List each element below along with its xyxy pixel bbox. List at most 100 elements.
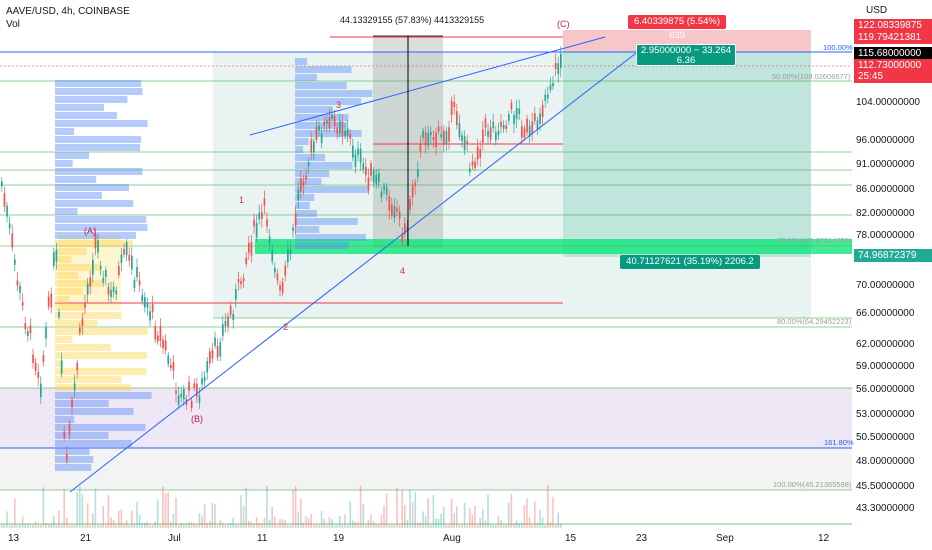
price-label: 104.00000000 xyxy=(856,97,920,108)
volume-bar xyxy=(318,524,320,528)
volume-profile-row xyxy=(55,352,148,359)
volume-bar xyxy=(315,523,318,528)
volume-profile-row xyxy=(55,248,87,255)
candle-body xyxy=(443,130,445,146)
volume-profile-row xyxy=(55,376,122,383)
candle-body xyxy=(102,277,105,283)
candle-body xyxy=(521,126,523,138)
candle-body xyxy=(552,82,554,87)
volume-bar xyxy=(76,492,78,528)
reward-box: 2.95000000 − 33.264 6.36 xyxy=(636,44,736,66)
volume-bar xyxy=(365,524,367,528)
candle-body xyxy=(320,133,323,144)
volume-bar xyxy=(557,512,559,528)
volume-bar xyxy=(352,520,354,528)
volume-bar xyxy=(417,522,419,528)
volume-bar xyxy=(185,524,188,528)
volume-bar xyxy=(560,523,562,528)
wave-B-label: (B) xyxy=(191,414,203,424)
volume-bar xyxy=(370,514,372,528)
candle-body xyxy=(435,132,437,148)
volume-bar xyxy=(138,515,141,528)
volume-profile-row xyxy=(55,304,85,311)
volume-profile-row xyxy=(295,138,309,145)
candle-body xyxy=(6,205,8,217)
volume-bar xyxy=(484,520,487,528)
candle-body xyxy=(388,195,391,211)
candle-body xyxy=(53,252,55,266)
candle-body xyxy=(315,127,318,140)
fib-161-label: 161.80% xyxy=(824,438,854,447)
candle-body xyxy=(11,233,14,248)
candle-body xyxy=(211,350,214,359)
volume-bar xyxy=(307,518,310,528)
candle-body xyxy=(445,131,448,145)
volume-bar xyxy=(437,518,440,528)
candle-body xyxy=(94,233,97,249)
volume-bar xyxy=(497,515,500,528)
volume-bar xyxy=(271,506,273,528)
candle-body xyxy=(146,302,149,308)
volume-bar xyxy=(193,523,195,528)
volume-bar xyxy=(333,524,336,528)
volume-bar xyxy=(492,524,494,528)
volume-bar xyxy=(183,524,185,528)
price-tag: 122.08339875 xyxy=(854,19,932,32)
volume-bar xyxy=(500,520,502,528)
candle-body xyxy=(263,198,266,206)
price-chart[interactable] xyxy=(0,0,852,528)
volume-bar xyxy=(341,524,344,528)
volume-bar xyxy=(6,511,8,528)
candle-body xyxy=(206,361,209,373)
volume-bar xyxy=(380,514,383,528)
candle-body xyxy=(268,236,271,244)
volume-bar xyxy=(554,524,557,528)
volume-bar xyxy=(450,498,453,528)
volume-bar xyxy=(388,524,390,528)
volume-bar xyxy=(414,492,416,528)
volume-bar xyxy=(292,489,294,528)
price-label: 48.00000000 xyxy=(856,456,915,467)
candle-body xyxy=(310,139,313,153)
volume-bar xyxy=(419,522,422,528)
candle-body xyxy=(227,316,229,327)
symbol-title[interactable]: AAVE/USD, 4h, COINBASE xyxy=(6,6,130,17)
candle-body xyxy=(190,400,193,408)
candle-body xyxy=(1,181,3,187)
volume-bar xyxy=(526,498,528,528)
candle-body xyxy=(365,166,367,176)
candle-body xyxy=(463,136,466,150)
volume-bar xyxy=(151,524,154,528)
candle-body xyxy=(318,125,320,131)
candle-body xyxy=(453,101,456,108)
candle-body xyxy=(68,423,71,435)
volume-bar xyxy=(294,486,297,528)
candle-body xyxy=(430,131,432,136)
volume-bar xyxy=(214,504,216,528)
volume-bar xyxy=(422,511,424,528)
candle-body xyxy=(300,178,302,192)
price-label: 91.00000000 xyxy=(856,159,915,170)
candle-body xyxy=(474,161,476,169)
volume-bar xyxy=(372,521,375,528)
price-label: 78.00000000 xyxy=(856,230,915,241)
volume-bar xyxy=(430,524,432,528)
candle-body xyxy=(476,146,479,160)
candle-body xyxy=(450,100,453,116)
volume-bar xyxy=(81,494,84,528)
volume-profile-row xyxy=(55,144,141,151)
candle-body xyxy=(339,120,341,134)
candle-body xyxy=(484,118,487,128)
candle-body xyxy=(526,118,528,133)
price-label: 62.00000000 xyxy=(856,339,915,350)
volume-bar xyxy=(240,495,242,528)
volume-bar xyxy=(245,487,247,528)
volume-profile-row xyxy=(55,280,103,287)
candle-body xyxy=(242,278,245,282)
volume-bar xyxy=(222,523,224,528)
candle-body xyxy=(508,114,510,121)
volume-bar xyxy=(97,525,99,528)
candle-body xyxy=(367,177,370,191)
candle-body xyxy=(440,134,443,138)
candle-body xyxy=(536,120,539,130)
